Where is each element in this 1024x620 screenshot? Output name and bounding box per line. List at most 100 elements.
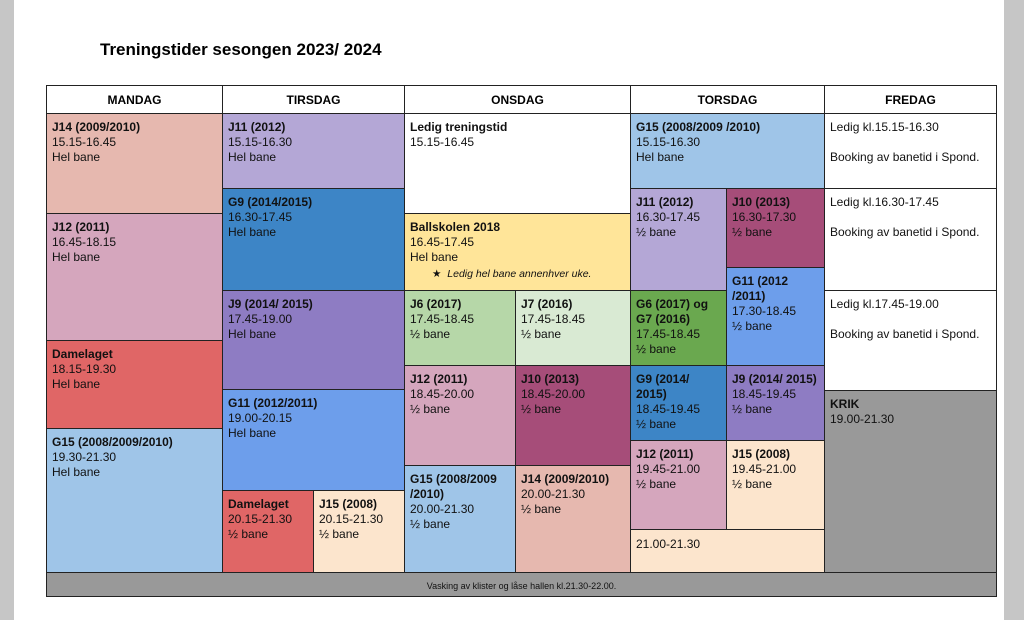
slot-time: 15.15-16.45 bbox=[410, 135, 475, 149]
slot-team: Ballskolen 2018 bbox=[410, 220, 501, 234]
slot-court: Hel bane bbox=[410, 250, 459, 264]
slot-tirsdag-j9: J9 (2014/ 2015) 17.45-19.00 Hel bane bbox=[222, 290, 405, 390]
page-title: Treningstider sesongen 2023/ 2024 bbox=[100, 40, 382, 59]
slot-time: 20.00-21.30 bbox=[521, 487, 586, 501]
slot-onsdag-g15: G15 (2008/2009 /2010) 20.00-21.30 ½ bane bbox=[404, 465, 516, 573]
slot-time: 20.00-21.30 bbox=[410, 502, 475, 516]
slot-team: KRIK bbox=[830, 397, 860, 411]
slot-court: ½ bane bbox=[636, 477, 677, 491]
slot-onsdag-j7: J7 (2016) 17.45-18.45 ½ bane bbox=[515, 290, 631, 366]
slot-onsdag-j14: J14 (2009/2010) 20.00-21.30 ½ bane bbox=[515, 465, 631, 573]
slot-mandag-damelaget: Damelaget 18.15-19.30 Hel bane bbox=[46, 340, 223, 429]
slot-time: 17.45-18.45 bbox=[410, 312, 475, 326]
slot-tirsdag-j11: J11 (2012) 15.15-16.30 Hel bane bbox=[222, 113, 405, 189]
slot-booking: Booking av banetid i Spond. bbox=[830, 225, 980, 239]
slot-court: Hel bane bbox=[52, 250, 101, 264]
slot-time: 19.45-21.00 bbox=[636, 462, 701, 476]
slot-time: 19.45-21.00 bbox=[732, 462, 797, 476]
header-mandag: MANDAG bbox=[46, 85, 223, 114]
slot-time: 15.15-16.30 bbox=[228, 135, 293, 149]
slot-time: 18.45-19.45 bbox=[732, 387, 797, 401]
slot-team: Damelaget bbox=[52, 347, 113, 361]
header-onsdag: ONSDAG bbox=[404, 85, 631, 114]
slot-team: J12 (2011) bbox=[52, 220, 110, 234]
slot-court: Hel bane bbox=[228, 225, 277, 239]
slot-time: 17.45-19.00 bbox=[228, 312, 293, 326]
slot-onsdag-j10: J10 (2013) 18.45-20.00 ½ bane bbox=[515, 365, 631, 466]
slot-torsdag-j12: J12 (2011) 19.45-21.00 ½ bane bbox=[630, 440, 727, 530]
slot-team: Damelaget bbox=[228, 497, 289, 511]
slot-time: 18.15-19.30 bbox=[52, 362, 117, 376]
slot-tirsdag-j15: J15 (2008) 20.15-21.30 ½ bane bbox=[313, 490, 405, 573]
slot-onsdag-j12: J12 (2011) 18.45-20.00 ½ bane bbox=[404, 365, 516, 466]
slot-torsdag-g11: G11 (2012 /2011) 17.30-18.45 ½ bane bbox=[726, 267, 825, 366]
slot-note: ★ Ledig hel bane annenhver uke. bbox=[410, 267, 625, 282]
slot-court: ½ bane bbox=[732, 225, 773, 239]
slot-court: ½ bane bbox=[636, 417, 677, 431]
slot-team: J12 (2011) bbox=[636, 447, 694, 461]
header-tirsdag: TIRSDAG bbox=[222, 85, 405, 114]
slot-team: J14 (2009/2010) bbox=[521, 472, 610, 486]
slot-mandag-g15: G15 (2008/2009/2010) 19.30-21.30 Hel ban… bbox=[46, 428, 223, 573]
slot-mandag-j12: J12 (2011) 16.45-18.15 Hel bane bbox=[46, 213, 223, 341]
slot-time: 16.30-17.45 bbox=[636, 210, 701, 224]
slot-team: G9 (2014/2015) bbox=[228, 195, 313, 209]
slot-team: J12 (2011) bbox=[410, 372, 468, 386]
slot-booking: Booking av banetid i Spond. bbox=[830, 327, 980, 341]
slot-time: 20.15-21.30 bbox=[228, 512, 293, 526]
slot-time: 16.30-17.45 bbox=[228, 210, 293, 224]
slot-time: 19.00-21.30 bbox=[830, 412, 895, 426]
slot-fredag-2: Ledig kl.16.30-17.45 Booking av banetid … bbox=[824, 188, 997, 291]
slot-time: Ledig kl.16.30-17.45 bbox=[830, 195, 939, 209]
slot-team: J7 (2016) bbox=[521, 297, 573, 311]
slot-team: J9 (2014/ 2015) bbox=[228, 297, 313, 311]
slot-court: ½ bane bbox=[732, 319, 773, 333]
slot-court: ½ bane bbox=[521, 502, 562, 516]
slot-torsdag-g15: G15 (2008/2009 /2010) 15.15-16.30 Hel ba… bbox=[630, 113, 825, 189]
slot-time: 15.15-16.30 bbox=[636, 135, 701, 149]
slot-time: 15.15-16.45 bbox=[52, 135, 117, 149]
slot-team: G15 (2008/2009 /2010) bbox=[410, 472, 497, 501]
slot-team: G15 (2008/2009 /2010) bbox=[636, 120, 761, 134]
slot-time: 16.45-17.45 bbox=[410, 235, 475, 249]
slot-court: Hel bane bbox=[52, 465, 101, 479]
slot-court: Hel bane bbox=[228, 327, 277, 341]
slot-court: ½ bane bbox=[521, 402, 562, 416]
slot-team: J6 (2017) bbox=[410, 297, 462, 311]
slot-team: J14 (2009/2010) bbox=[52, 120, 141, 134]
slot-team: Ledig treningstid bbox=[410, 120, 508, 134]
slot-torsdag-g6-g7: G6 (2017) og G7 (2016) 17.45-18.45 ½ ban… bbox=[630, 290, 727, 366]
slot-torsdag-g9: G9 (2014/ 2015) 18.45-19.45 ½ bane bbox=[630, 365, 727, 441]
slot-note-text: Ledig hel bane annenhver uke. bbox=[447, 268, 592, 280]
slot-time: 18.45-20.00 bbox=[410, 387, 475, 401]
slot-fredag-3: Ledig kl.17.45-19.00 Booking av banetid … bbox=[824, 290, 997, 391]
slot-court: ½ bane bbox=[521, 327, 562, 341]
slot-team: J10 (2013) bbox=[732, 195, 791, 209]
slot-onsdag-ballskolen: Ballskolen 2018 16.45-17.45 Hel bane ★ L… bbox=[404, 213, 631, 291]
slot-team: J15 (2008) bbox=[732, 447, 791, 461]
slot-tirsdag-g9: G9 (2014/2015) 16.30-17.45 Hel bane bbox=[222, 188, 405, 291]
slot-court: Hel bane bbox=[52, 377, 101, 391]
footer-note: Vasking av klister og låse hallen kl.21.… bbox=[46, 572, 997, 597]
slot-court: Hel bane bbox=[228, 150, 277, 164]
slot-time: 20.15-21.30 bbox=[319, 512, 384, 526]
slot-court: Hel bane bbox=[52, 150, 101, 164]
slot-team: G6 (2017) og G7 (2016) bbox=[636, 297, 709, 326]
slot-team: J15 (2008) bbox=[319, 497, 378, 511]
slot-team: G11 (2012/2011) bbox=[228, 396, 318, 410]
slot-team: J11 (2012) bbox=[228, 120, 286, 134]
slot-team: J10 (2013) bbox=[521, 372, 580, 386]
slot-torsdag-j9: J9 (2014/ 2015) 18.45-19.45 ½ bane bbox=[726, 365, 825, 441]
slot-fredag-krik: KRIK 19.00-21.30 bbox=[824, 390, 997, 573]
slot-court: ½ bane bbox=[410, 402, 451, 416]
slot-team: J11 (2012) bbox=[636, 195, 694, 209]
slot-time: 16.30-17.30 bbox=[732, 210, 797, 224]
slot-time: 17.45-18.45 bbox=[636, 327, 701, 341]
slot-fredag-1: Ledig kl.15.15-16.30 Booking av banetid … bbox=[824, 113, 997, 189]
star-icon: ★ bbox=[432, 268, 442, 280]
slot-court: ½ bane bbox=[410, 517, 451, 531]
slot-torsdag-2100: 21.00-21.30 bbox=[630, 529, 825, 573]
slot-team: G11 (2012 /2011) bbox=[732, 274, 789, 303]
slot-time: 16.45-18.15 bbox=[52, 235, 117, 249]
slot-time: 21.00-21.30 bbox=[636, 537, 701, 551]
